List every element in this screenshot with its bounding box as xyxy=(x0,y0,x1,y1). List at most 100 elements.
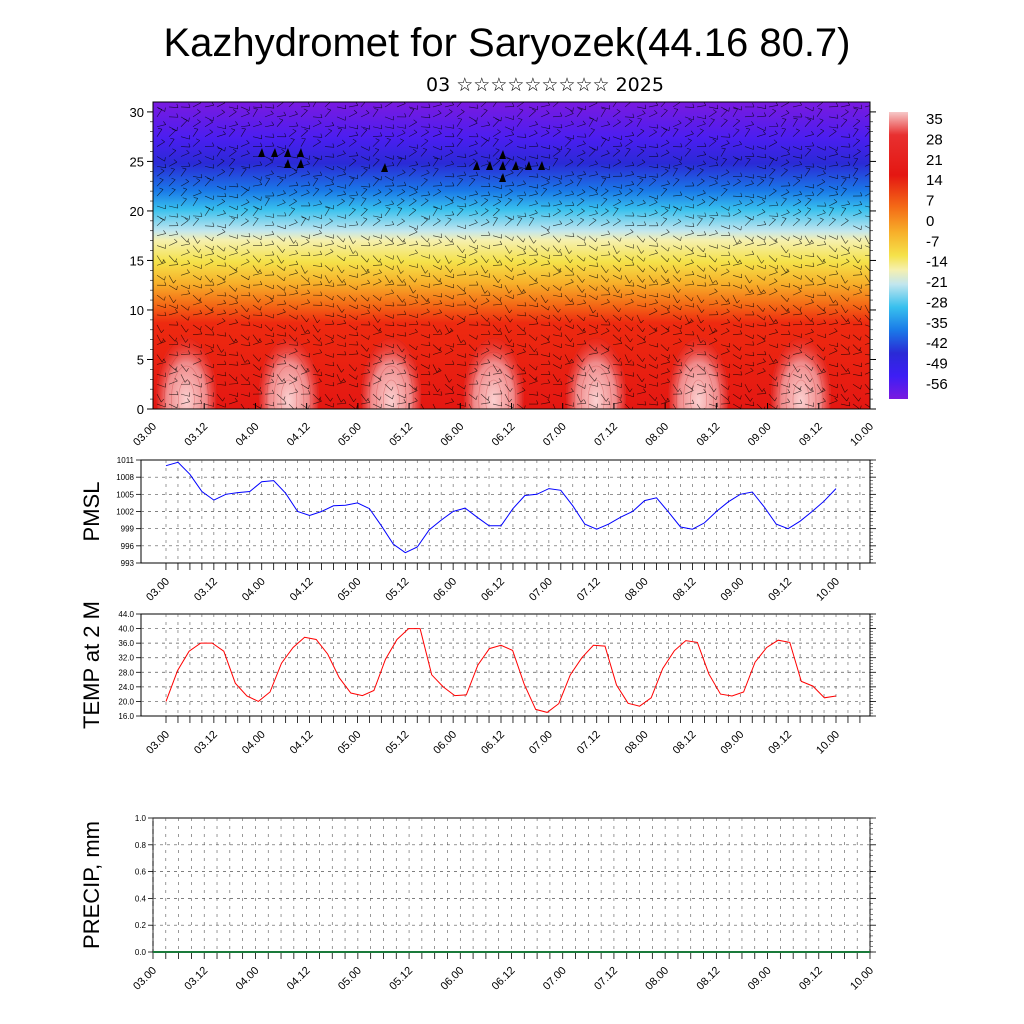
wind-barb xyxy=(648,146,658,148)
wind-barb-feather xyxy=(161,358,165,363)
wind-barb-feather xyxy=(571,300,575,305)
wind-barb-feather xyxy=(842,177,847,180)
wind-barb xyxy=(168,179,176,187)
wind-barb-feather xyxy=(637,118,642,120)
wind-barb xyxy=(708,283,718,286)
wind-barb-feather xyxy=(535,200,538,204)
wind-barb xyxy=(540,126,550,130)
wind-barb-feather xyxy=(428,242,431,247)
y-tick-label: 20 xyxy=(130,204,144,219)
wind-barb-feather xyxy=(198,159,202,163)
wind-barb xyxy=(324,294,333,301)
wind-barb xyxy=(612,235,621,242)
wind-barb xyxy=(300,275,308,282)
wind-barb xyxy=(492,175,502,180)
wind-barb xyxy=(264,161,274,167)
wind-barb xyxy=(552,324,561,331)
wind-barb-feather xyxy=(508,290,512,294)
wind-barb xyxy=(828,126,838,129)
wind-barb-feather xyxy=(439,181,443,186)
wind-barb xyxy=(480,221,490,227)
wind-barb-feather xyxy=(415,299,418,303)
wind-barb xyxy=(552,235,560,243)
wind-barb xyxy=(336,166,346,171)
wind-barb-feather xyxy=(687,138,692,141)
wind-barb xyxy=(216,265,226,267)
wind-barb-feather xyxy=(185,339,189,343)
wind-barb xyxy=(396,294,403,303)
wind-barb xyxy=(852,374,862,377)
wind-barb xyxy=(312,141,321,147)
wind-barb-feather xyxy=(416,345,418,350)
wind-barb-feather xyxy=(464,340,467,345)
wind-barb xyxy=(192,121,201,128)
wind-barb-feather xyxy=(232,109,237,112)
wind-barb-feather xyxy=(362,197,367,199)
wind-barb-feather xyxy=(548,306,550,311)
wind-barb xyxy=(348,235,354,244)
wind-barb xyxy=(768,215,779,217)
wind-barb xyxy=(648,104,658,108)
wind-barb xyxy=(372,179,380,187)
wind-barb-feather xyxy=(234,308,238,313)
wind-barb-feather xyxy=(356,124,359,129)
wind-barb-feather xyxy=(224,292,227,297)
y-tick-label: 0.8 xyxy=(135,841,147,850)
wind-barb xyxy=(432,283,442,286)
wind-barb xyxy=(216,185,226,191)
wind-barb xyxy=(780,304,788,312)
wind-barb xyxy=(408,354,417,360)
wind-barb-feather xyxy=(464,361,467,366)
wind-barb xyxy=(792,364,798,373)
wind-barb-feather xyxy=(761,388,765,392)
wind-barb xyxy=(204,208,211,217)
wind-barb xyxy=(252,106,262,109)
wind-barb-feather xyxy=(486,259,489,263)
wind-barb xyxy=(372,135,382,137)
wind-barb xyxy=(816,181,826,187)
wind-barb-feather xyxy=(224,275,226,280)
wind-barb-feather xyxy=(511,257,514,262)
wind-barb-feather xyxy=(487,191,491,196)
wind-barb xyxy=(552,175,562,180)
wind-barb-feather xyxy=(330,248,334,252)
wind-barb xyxy=(660,205,670,209)
warm-cell-contour xyxy=(690,379,707,409)
wind-barb xyxy=(828,255,838,259)
wind-barb xyxy=(408,374,418,379)
wind-barb-feather xyxy=(710,217,715,219)
wind-barb-feather xyxy=(235,376,238,381)
wind-barb xyxy=(372,109,379,118)
wind-barb xyxy=(648,344,658,348)
x-tick-label: 09.12 xyxy=(797,421,825,449)
wind-barb-feather xyxy=(344,223,347,228)
wind-barb xyxy=(396,191,406,197)
warm-cell-contour xyxy=(368,351,414,409)
wind-barb xyxy=(744,195,754,199)
wind-barb-feather xyxy=(428,390,431,395)
wind-barb xyxy=(792,334,802,338)
wind-barb-feather xyxy=(583,340,587,344)
wind-barb-feather xyxy=(571,267,574,272)
wind-barb xyxy=(360,156,370,161)
wind-barb-feather xyxy=(776,122,779,127)
wind-barb-feather xyxy=(644,335,646,340)
wind-barb-feather xyxy=(667,247,670,252)
wind-barb xyxy=(828,164,838,167)
wind-barb-feather xyxy=(858,317,862,322)
wind-barb-feather xyxy=(330,397,333,402)
wind-barb-feather xyxy=(733,108,738,110)
wind-barb xyxy=(168,150,177,157)
wind-barb-feather xyxy=(614,207,619,209)
wind-barb-feather xyxy=(186,269,190,273)
wind-barb xyxy=(720,189,728,197)
wind-barb-feather xyxy=(848,286,850,291)
wind-barb-feather xyxy=(556,148,561,152)
wind-barb xyxy=(600,136,610,142)
wind-barb xyxy=(660,294,670,299)
wind-barb xyxy=(360,185,370,188)
wind-barb-feather xyxy=(656,124,659,129)
wind-barb-feather xyxy=(570,338,573,342)
wind-barb-feather xyxy=(774,269,778,273)
wind-barb-feather xyxy=(437,329,441,333)
